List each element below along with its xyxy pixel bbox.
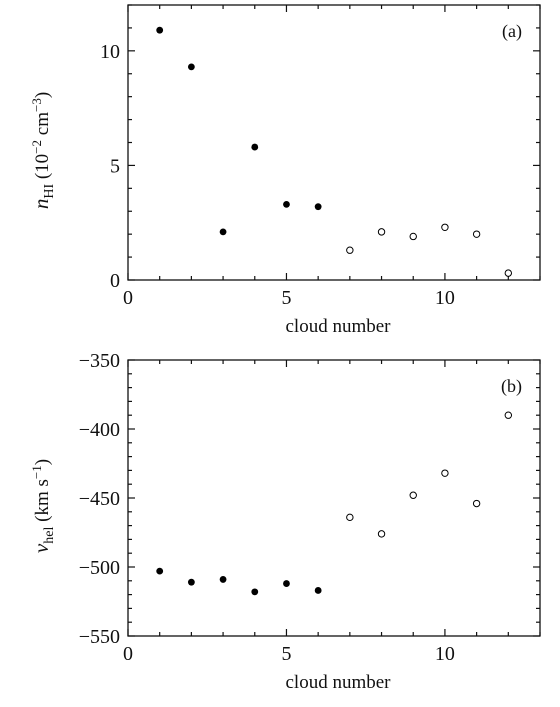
panel-label: (a): [502, 21, 522, 42]
panel-b: 0 5 10 −550 −500 −450 −400 −350 cloud number vhel…: [29, 350, 541, 693]
data-point-filled: [219, 228, 227, 236]
y-tick-label: −450: [79, 488, 120, 510]
y-axis-title: nHI (10−2 cm−3): [29, 92, 57, 209]
x-tick-label: 0: [123, 287, 133, 309]
data-point-open: [472, 230, 481, 238]
x-tick-label: 5: [281, 643, 291, 665]
data-point-open: [377, 228, 386, 236]
data-point-filled: [283, 200, 290, 208]
data-point-filled: [156, 567, 164, 575]
y-tick-label: −500: [79, 557, 120, 579]
data-point-open: [409, 491, 417, 499]
data-point-open: [441, 223, 449, 231]
data-point-open: [504, 411, 513, 419]
panel-a: 0 5 10 0 5 10 cloud number nHI (10−2 cm−3) (a): [29, 4, 541, 337]
y-tick-label: 0: [110, 270, 120, 292]
data-point-filled: [314, 203, 322, 211]
x-axis-title: cloud number: [285, 672, 391, 693]
x-tick-label: 0: [123, 643, 133, 665]
x-tick-label: 10: [435, 287, 455, 309]
y-tick-label: 10: [100, 41, 120, 63]
x-tick-label: 10: [435, 643, 455, 665]
data-point-filled: [219, 576, 227, 583]
data-point-filled: [251, 588, 259, 596]
data-point-open: [346, 513, 354, 522]
data-point-open: [472, 499, 481, 508]
data-point-filled: [251, 143, 259, 151]
panel-label: (b): [501, 376, 522, 397]
x-tick-label: 5: [281, 287, 291, 309]
data-point-filled: [187, 578, 195, 586]
data-point-open: [504, 269, 513, 277]
y-tick-label: 5: [110, 155, 120, 177]
plot-frame: [127, 359, 541, 637]
y-tick-label: −400: [79, 419, 120, 441]
y-tick-label: −550: [79, 626, 120, 648]
data-point-open: [441, 469, 449, 477]
y-tick-label: −350: [79, 350, 120, 372]
data-point-filled: [187, 63, 195, 71]
x-axis-title: cloud number: [285, 316, 391, 337]
data-point-filled: [283, 580, 290, 587]
y-axis-title: vhel (km s−1): [29, 459, 57, 553]
data-point-open: [346, 246, 354, 254]
data-point-filled: [314, 587, 322, 594]
data-point-open: [377, 530, 386, 538]
data-point-open: [409, 232, 417, 241]
plot-frame: [127, 4, 541, 281]
data-point-filled: [156, 26, 164, 34]
